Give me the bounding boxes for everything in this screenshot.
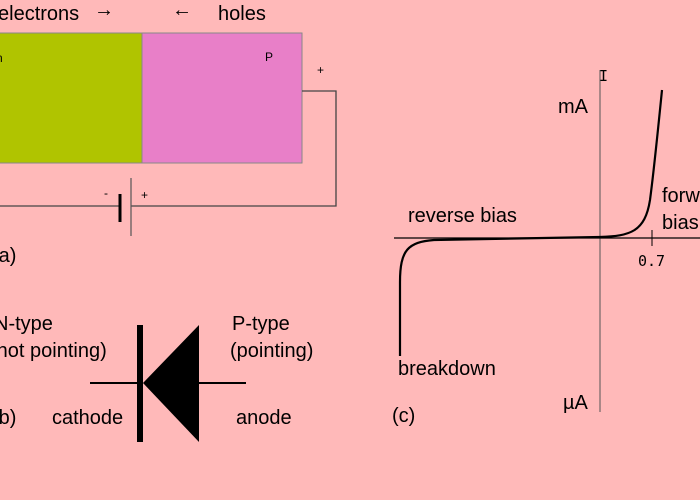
holes-label: holes	[218, 3, 266, 25]
lower-unit-label: µA	[563, 392, 589, 414]
iv-characteristic-curve	[398, 89, 664, 356]
p-letter: P	[265, 50, 273, 64]
reverse-bias-label: reverse bias	[408, 205, 517, 227]
threshold-tick-label: 0.7	[638, 252, 665, 270]
p-type-note: (pointing)	[230, 340, 313, 362]
n-type-label: N-type	[0, 313, 53, 335]
axis-current-label: I	[599, 67, 608, 85]
electrons-label: electrons	[0, 3, 79, 25]
electrons-arrow: →	[94, 0, 114, 21]
diode-symbol-panel: N-type (not pointing) P-type (pointing) …	[0, 313, 313, 442]
anode-label: anode	[236, 407, 292, 429]
p-region	[141, 32, 303, 164]
n-type-note: (not pointing)	[0, 340, 107, 362]
pn-junction-panel: n P electrons → ← holes + - + (a)	[0, 0, 337, 267]
p-type-label: P-type	[232, 313, 290, 335]
cathode-bar	[137, 325, 143, 442]
n-letter: n	[0, 51, 3, 65]
upper-unit-label: mA	[558, 96, 589, 118]
holes-arrow: ←	[172, 0, 192, 21]
caption-a: (a)	[0, 245, 16, 267]
cathode-label: cathode	[52, 407, 123, 429]
caption-c: (c)	[392, 405, 415, 427]
battery-plus: +	[141, 188, 148, 202]
plus-terminal: +	[317, 63, 324, 77]
forward-bias-label-line2: bias	[662, 212, 699, 234]
iv-curve-panel: I mA µA reverse bias forward bias 0.7 br…	[392, 67, 700, 427]
breakdown-label: breakdown	[398, 358, 496, 380]
anode-triangle	[143, 325, 199, 442]
circuit-wire-right	[131, 90, 337, 207]
caption-b: (b)	[0, 407, 16, 429]
forward-bias-label-line1: forward	[662, 185, 700, 207]
battery-minus: -	[104, 186, 108, 200]
n-region	[0, 32, 143, 164]
